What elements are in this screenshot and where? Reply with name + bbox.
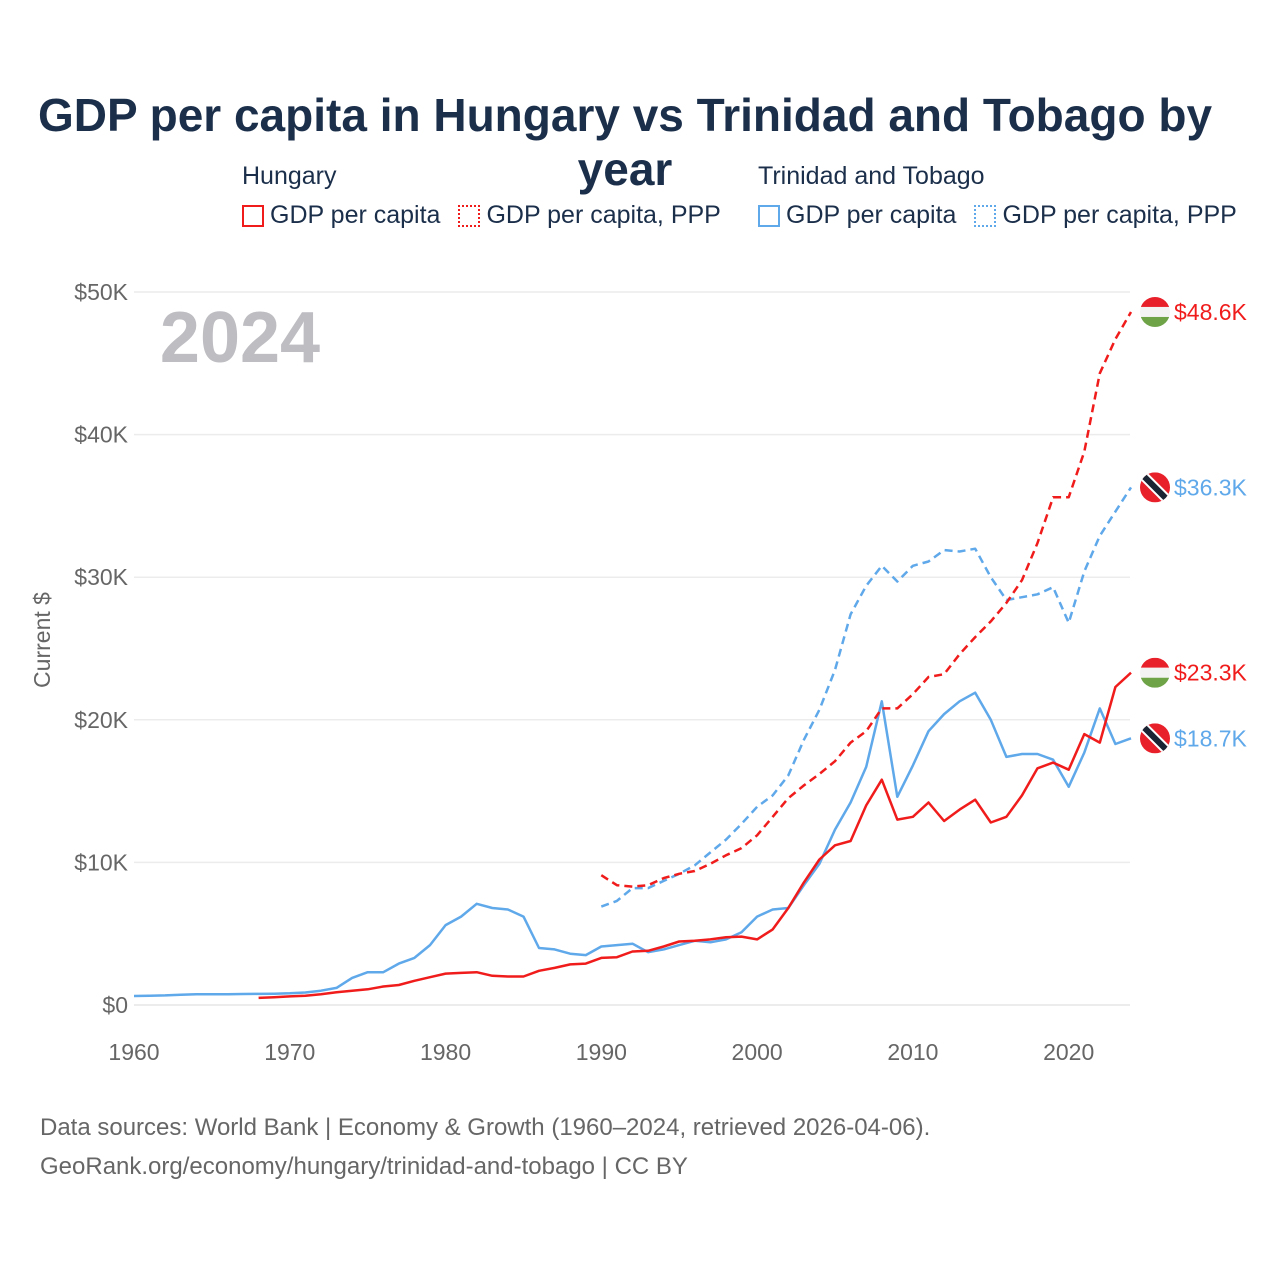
hungary-flag-icon bbox=[1140, 657, 1170, 688]
legend-label: GDP per capita, PPP bbox=[1002, 201, 1237, 229]
end-value-label: $48.6K bbox=[1174, 299, 1248, 325]
series-line-hu-gdp[interactable] bbox=[258, 671, 1132, 1000]
x-tick-label: 1970 bbox=[264, 1039, 315, 1065]
legend-label: GDP per capita bbox=[270, 201, 441, 229]
legend-group-title: Trinidad and Tobago bbox=[758, 162, 985, 190]
year-label: 2024 bbox=[160, 298, 320, 378]
legend-item-hu-gdp[interactable]: GDP per capita bbox=[242, 201, 440, 230]
hungary-flag-icon bbox=[1140, 296, 1170, 327]
series-line-hu-ppp[interactable] bbox=[600, 311, 1133, 888]
legend-item-tt-ppp[interactable]: GDP per capita, PPP bbox=[974, 201, 1237, 230]
series-line-tt-gdp[interactable] bbox=[133, 691, 1132, 998]
x-tick-label: 1990 bbox=[576, 1039, 627, 1065]
legend-swatch-solid bbox=[242, 204, 264, 227]
legend-trinidad: Trinidad and Tobago GDP per capita GDP p… bbox=[758, 162, 1237, 230]
x-tick-label: 2010 bbox=[887, 1039, 938, 1065]
legend-label: GDP per capita, PPP bbox=[486, 201, 721, 229]
legend-item-hu-ppp[interactable]: GDP per capita, PPP bbox=[458, 201, 721, 230]
legend-group-title: Hungary bbox=[242, 162, 337, 190]
legend-swatch-dotted bbox=[974, 204, 997, 227]
source-line: Data sources: World Bank | Economy & Gro… bbox=[40, 1114, 931, 1141]
x-tick-label: 1960 bbox=[108, 1039, 159, 1065]
legend-label: GDP per capita bbox=[786, 201, 957, 229]
legend-swatch-dotted bbox=[458, 204, 481, 227]
trinidad-flag-icon bbox=[1140, 472, 1170, 503]
x-tick-label: 2000 bbox=[732, 1039, 783, 1065]
end-value-label: $18.7K bbox=[1174, 725, 1248, 751]
series-line-tt-ppp[interactable] bbox=[600, 486, 1133, 908]
y-axis-label: Current $ bbox=[29, 592, 55, 688]
y-tick-label: $50K bbox=[74, 279, 128, 305]
y-tick-label: $10K bbox=[74, 849, 128, 875]
chart-title: GDP per capita in Hungary vs Trinidad an… bbox=[37, 89, 1213, 195]
legend-swatch-solid bbox=[758, 204, 780, 227]
trinidad-flag-icon bbox=[1140, 723, 1170, 754]
y-tick-label: $0 bbox=[102, 992, 128, 1018]
y-tick-label: $20K bbox=[74, 707, 128, 733]
x-tick-label: 2020 bbox=[1043, 1039, 1094, 1065]
legend-item-tt-gdp[interactable]: GDP per capita bbox=[758, 201, 956, 230]
legend-hungary: Hungary GDP per capita GDP per capita, P… bbox=[242, 162, 721, 230]
x-tick-label: 1980 bbox=[420, 1039, 471, 1065]
source-link[interactable]: GeoRank.org/economy/hungary/trinidad-and… bbox=[40, 1153, 688, 1180]
source-note: Data sources: World Bank | Economy & Gro… bbox=[40, 1108, 930, 1186]
y-tick-label: $30K bbox=[74, 564, 128, 590]
y-tick-label: $40K bbox=[74, 422, 128, 448]
end-value-label: $23.3K bbox=[1174, 660, 1248, 686]
end-value-label: $36.3K bbox=[1174, 474, 1248, 500]
